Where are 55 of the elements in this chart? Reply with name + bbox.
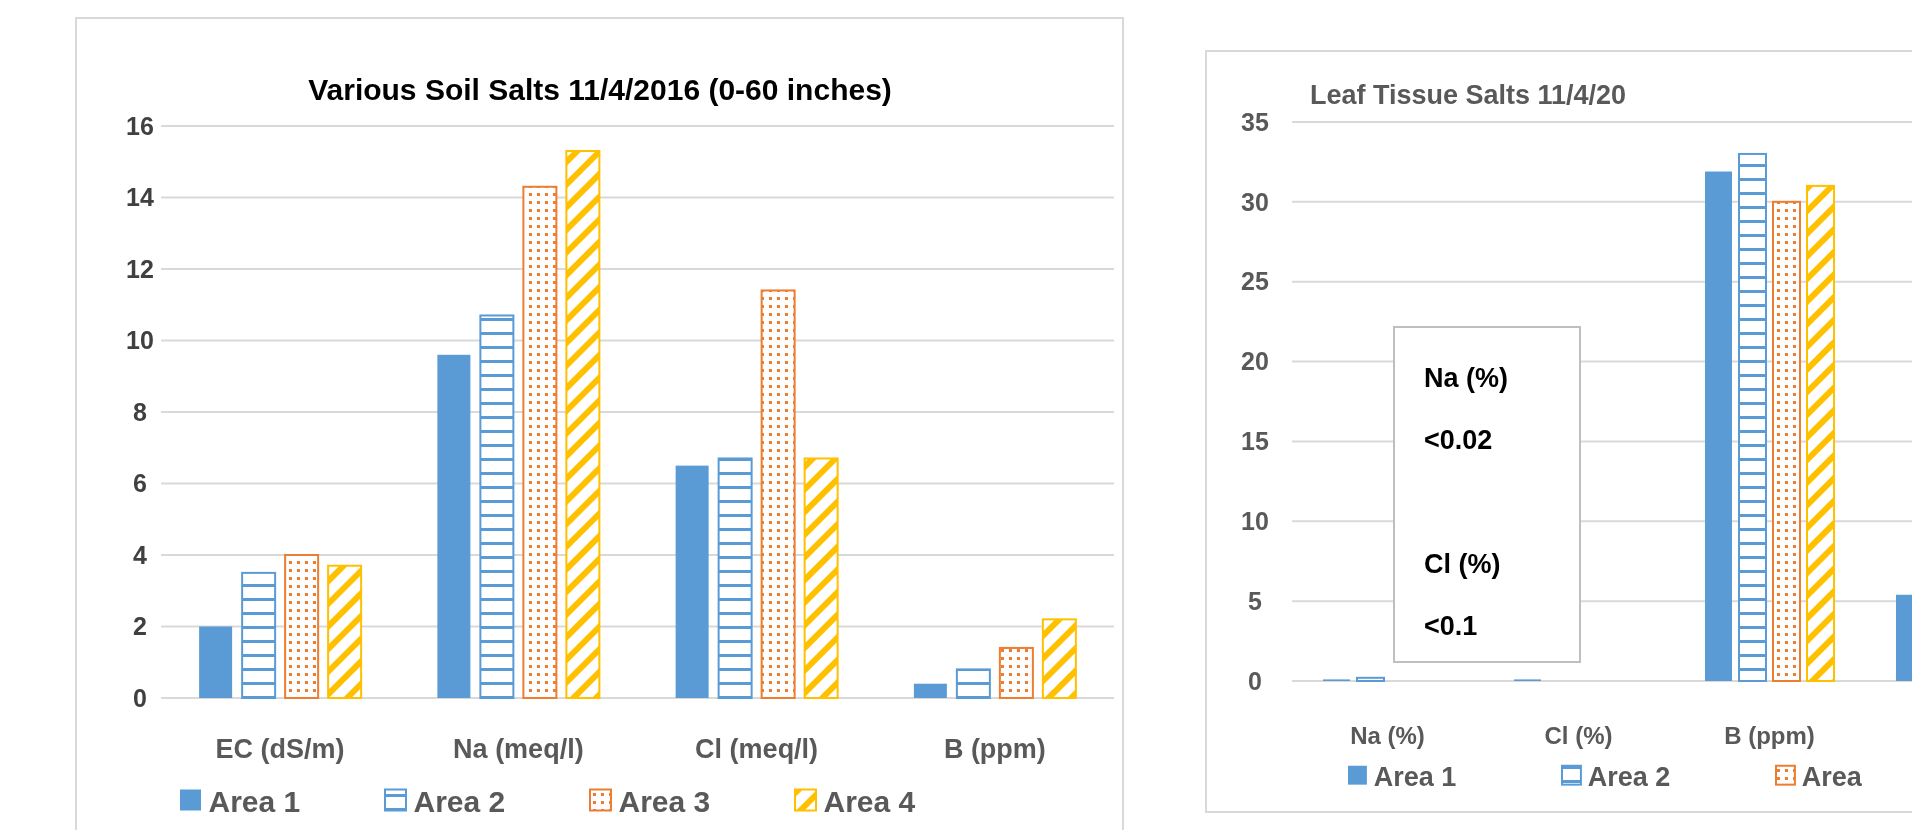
- bar: [284, 554, 320, 699]
- bar: [437, 354, 471, 698]
- legend-label: Area 1: [1373, 762, 1457, 792]
- legend-label: Area: [1801, 762, 1863, 792]
- x-tick-label: B (ppm): [1724, 722, 1815, 749]
- y-tick-label: 14: [126, 183, 154, 212]
- legend-label: Area 2: [413, 785, 506, 818]
- bar: [241, 571, 277, 699]
- text: Na (%) <0.02 Cl (%) <0.1: [1424, 363, 1509, 641]
- y-tick-label: 20: [1241, 347, 1269, 376]
- bar: [327, 564, 363, 699]
- y-tick-label: 8: [133, 397, 148, 426]
- y-tick-label: 10: [1241, 507, 1269, 536]
- bar: [1738, 152, 1767, 682]
- y-tick-label: 2: [133, 612, 147, 641]
- chart-title: Various Soil Salts 11/4/2016 (0-60 inches): [308, 73, 892, 106]
- legend-label: Area 1: [208, 785, 301, 818]
- y-tick-label: 5: [1248, 586, 1263, 615]
- y-tick-label: 15: [1241, 427, 1269, 456]
- y-tick-label: 16: [126, 111, 154, 140]
- bar: [522, 185, 558, 699]
- y-tick-label: 10: [126, 326, 154, 355]
- x-tick-label: B (ppm): [943, 734, 1046, 764]
- bar: [998, 646, 1034, 699]
- legend-label: Area 3: [618, 785, 711, 818]
- x-tick-label: Cl (meq/l): [695, 734, 819, 764]
- bar: [760, 289, 796, 699]
- bar: [955, 668, 991, 699]
- bar: [199, 626, 233, 698]
- y-tick-label: 6: [133, 469, 147, 498]
- bar: [565, 150, 601, 699]
- legend-label: Area 4: [823, 785, 916, 818]
- y-tick-label: 12: [126, 254, 154, 283]
- x-tick-label: Na (%): [1350, 722, 1425, 749]
- y-tick-label: 30: [1241, 187, 1269, 216]
- bar: [479, 314, 515, 699]
- y-tick-label: 25: [1241, 267, 1269, 296]
- bar: [1356, 676, 1385, 682]
- y-tick-label: 0: [1248, 666, 1262, 695]
- chart-title: Leaf Tissue Salts 11/4/20: [1309, 80, 1627, 110]
- x-tick-label: Cl (%): [1544, 722, 1613, 749]
- bar: [717, 457, 753, 699]
- y-tick-label: 35: [1241, 107, 1269, 136]
- legend-label: Area 2: [1587, 762, 1671, 792]
- bar: [913, 683, 947, 698]
- bar: [675, 465, 709, 698]
- y-tick-label: 4: [133, 540, 148, 569]
- x-tick-label: Na (meq/l): [453, 734, 584, 764]
- bar: [1705, 171, 1732, 681]
- bar: [1772, 200, 1801, 682]
- bar: [803, 457, 839, 699]
- bar: [1806, 184, 1835, 682]
- bar: [1041, 618, 1077, 699]
- y-tick-label: 0: [133, 683, 147, 712]
- x-tick-label: EC (dS/m): [215, 734, 345, 764]
